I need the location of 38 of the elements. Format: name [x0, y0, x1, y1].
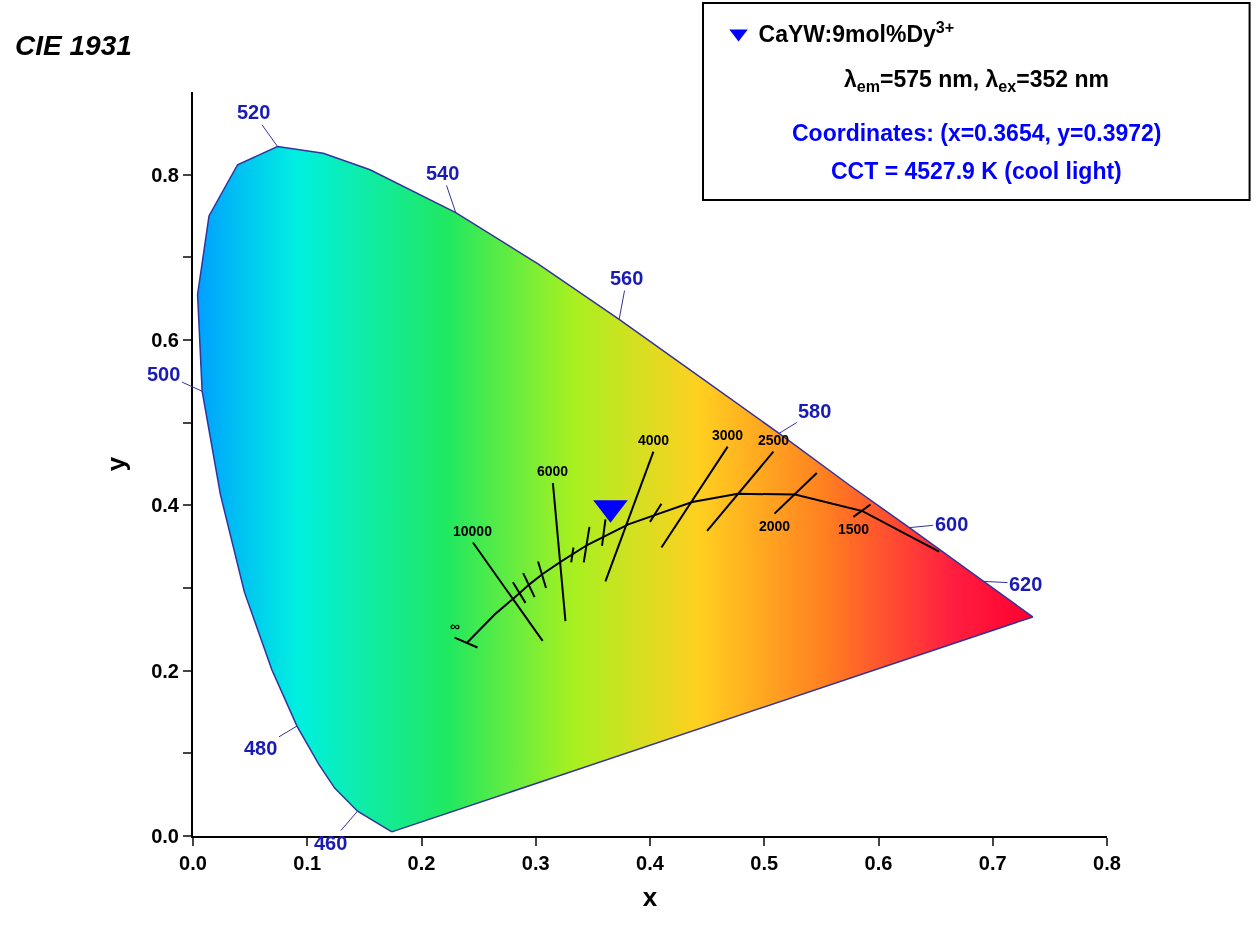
x-tick-label: 0.1 [293, 852, 322, 874]
annotation: ∞ [450, 618, 460, 634]
x-tick-label: 0.3 [521, 852, 550, 874]
x-tick-label: 0.6 [864, 852, 893, 874]
annotation: CCT = 4527.9 K (cool light) [831, 158, 1122, 184]
x-tick-label: 0.2 [407, 852, 436, 874]
legend-label: CaYW:9mol%Dy$^{3+}$ [758, 17, 955, 48]
annotation: 540 [426, 162, 460, 184]
x-tick-label: 0.0 [179, 852, 207, 874]
annotation: 460 [314, 832, 348, 854]
x-axis-title: x [642, 882, 658, 913]
annotation: 1500 [838, 521, 870, 537]
annotation: 6000 [537, 463, 569, 479]
annotation: Coordinates: (x=0.3654, y=0.3972) [792, 120, 1162, 146]
annotation: 2500 [758, 432, 790, 448]
y-tick-label: 0.8 [151, 163, 179, 186]
annotation: 3000 [712, 427, 744, 443]
annotation: 10000 [453, 523, 493, 539]
x-tick-label: 0.7 [978, 852, 1007, 874]
annotation: λ$_{em}$=575 nm, λ$_{ex}$=352 nm [844, 66, 1109, 95]
x-tick-label: 0.4 [636, 852, 665, 874]
chart-title: CIE 1931 [15, 29, 132, 61]
y-axis-title: y [101, 456, 132, 472]
y-tick-label: 0.6 [151, 329, 179, 351]
y-tick-label: 0.0 [151, 825, 179, 847]
annotation: 480 [244, 737, 278, 759]
annotation: 620 [1009, 573, 1043, 595]
annotation: 600 [935, 513, 969, 535]
x-tick-label: 0.5 [750, 852, 779, 874]
annotation: 560 [610, 267, 644, 289]
annotation: 4000 [638, 432, 670, 448]
y-tick-label: 0.4 [151, 494, 180, 517]
annotation: 500 [147, 363, 181, 385]
y-tick-label: 0.2 [151, 659, 179, 682]
x-tick-label: 0.8 [1093, 852, 1121, 874]
annotation: 2000 [759, 518, 791, 534]
annotation: 520 [237, 101, 271, 123]
annotation: 580 [798, 400, 832, 422]
